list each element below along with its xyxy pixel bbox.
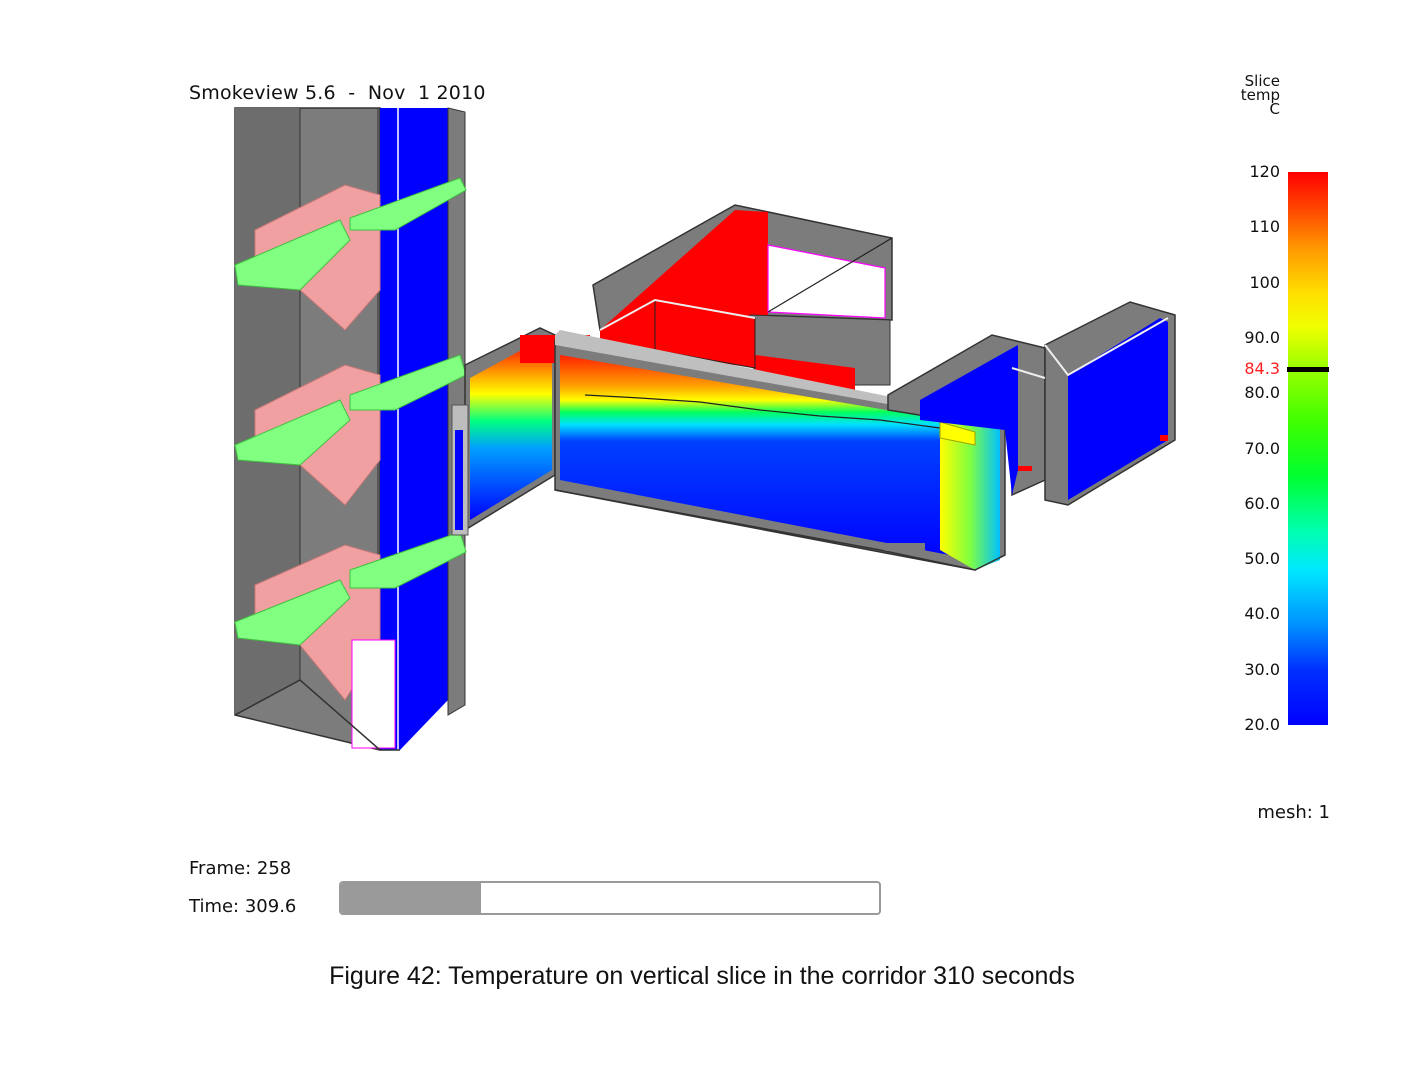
corridor-west-slice — [470, 340, 552, 520]
colorbar-tick-label: 60.0 — [1244, 493, 1280, 513]
colorbar-tick-label: 100 — [1249, 272, 1280, 292]
time-progress-fill — [341, 883, 481, 913]
time-label: Time: 309.6 — [189, 896, 297, 917]
colorbar-current-marker — [1287, 367, 1329, 373]
3d-viewport[interactable] — [0, 0, 1210, 780]
figure-caption: Figure 42: Temperature on vertical slice… — [329, 962, 1075, 990]
corridor-end-slice — [940, 410, 1000, 570]
corridor-temperature-slice — [560, 355, 975, 560]
mesh-label: mesh: 1 — [1257, 802, 1330, 823]
colorbar — [1288, 172, 1328, 725]
upper-room — [592, 204, 893, 390]
legend-heading-line: Slice — [1244, 72, 1280, 90]
app-title: Smokeview 5.6 - Nov 1 2010 — [189, 82, 486, 104]
colorbar-tick-label: 70.0 — [1244, 438, 1280, 458]
colorbar-tick-label: 80.0 — [1244, 383, 1280, 403]
stairwell-door — [351, 639, 396, 749]
colorbar-tick-label: 20.0 — [1244, 715, 1280, 734]
colorbar-tick-label: 120 — [1249, 162, 1280, 181]
frame-label: Frame: 258 — [189, 858, 292, 879]
colorbar-current-value: 84.3 — [1244, 359, 1280, 379]
isotherm-contour — [584, 394, 941, 429]
room-east-slice — [920, 345, 1018, 495]
legend-heading-line: C — [1269, 100, 1280, 118]
room-window — [767, 244, 886, 319]
legend-heading: Slice temp C — [1228, 72, 1280, 118]
stairwell-temperature-slice — [380, 108, 448, 750]
colorbar-tick-label: 110 — [1249, 217, 1280, 237]
colorbar-tick-label: 90.0 — [1244, 327, 1280, 347]
stair-landings — [234, 177, 467, 646]
stairwell — [234, 107, 467, 751]
time-progress-bar[interactable] — [339, 881, 881, 915]
room-east — [887, 301, 1176, 506]
legend-heading-line: temp — [1240, 86, 1280, 104]
colorbar-tick-label: 40.0 — [1244, 604, 1280, 624]
colorbar-tick-label: 30.0 — [1244, 659, 1280, 679]
colorbar-tick-label: 50.0 — [1244, 549, 1280, 569]
room-east-far-slice — [1068, 318, 1168, 500]
